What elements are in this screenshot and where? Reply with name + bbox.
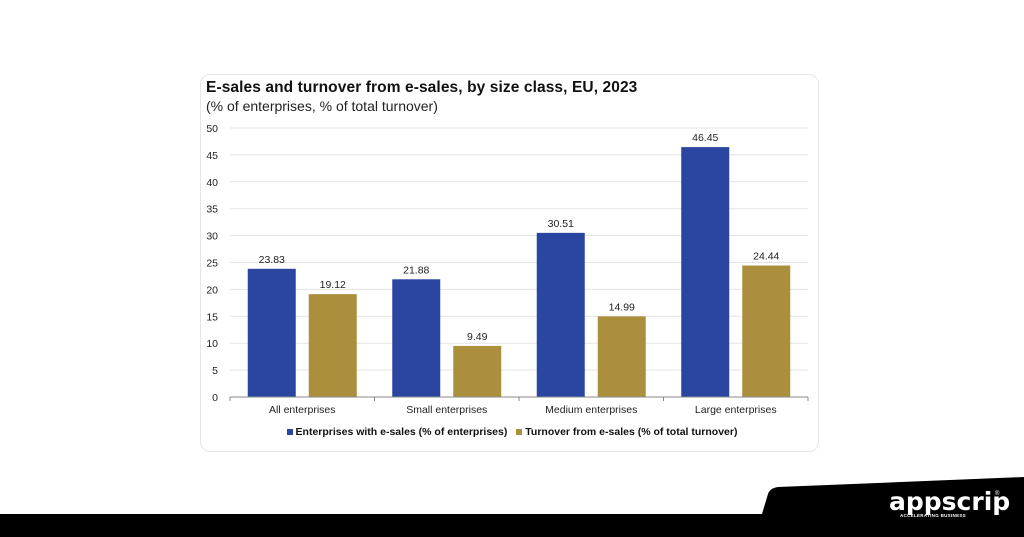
bar-e-sales — [681, 147, 730, 397]
y-tick-label: 40 — [206, 177, 218, 189]
y-tick-label: 30 — [206, 231, 218, 243]
data-label: 19.12 — [320, 279, 346, 291]
data-label: 30.51 — [548, 218, 574, 230]
bar-turnover — [453, 345, 502, 397]
chart-subtitle: (% of enterprises, % of total turnover) — [206, 98, 438, 114]
bars — [247, 147, 791, 397]
legend-label: Enterprises with e-sales (% of enterpris… — [295, 426, 508, 438]
y-tick-label: 45 — [206, 150, 218, 162]
data-label: 23.83 — [259, 254, 285, 266]
data-labels: 23.83 19.12 21.88 9.49 30.51 14.99 46.45 24.44 — [259, 132, 780, 343]
chart-title: E-sales and turnover from e-sales, by si… — [206, 79, 638, 96]
data-label: 46.45 — [692, 132, 718, 144]
bar-e-sales — [536, 232, 585, 397]
y-tick-label: 35 — [206, 204, 218, 216]
legend-label: Turnover from e-sales (% of total turnov… — [525, 426, 738, 438]
x-tick-label: Large enterprises — [695, 404, 777, 416]
legend-swatch-blue — [286, 429, 293, 435]
y-tick-label: 15 — [206, 311, 218, 323]
footer-tab — [762, 477, 1024, 514]
y-tick-label: 5 — [212, 365, 218, 377]
data-label: 9.49 — [467, 331, 488, 343]
x-tick-label: Small enterprises — [406, 404, 487, 416]
y-tick-label: 50 — [206, 123, 218, 135]
x-axis-ticks: All enterprises Small enterprises Medium e… — [269, 404, 777, 416]
bar-turnover — [742, 265, 791, 397]
y-axis-ticks: 0 5 10 15 20 25 30 35 40 45 50 — [206, 123, 218, 404]
appscrip-tagline: ACCELERATING BUSINESS — [900, 513, 966, 518]
y-tick-label: 0 — [212, 392, 218, 404]
x-tick-label: All enterprises — [269, 404, 336, 416]
bar-turnover — [597, 316, 646, 397]
data-label: 14.99 — [609, 301, 635, 313]
x-tick-label: Medium enterprises — [545, 404, 637, 416]
y-tick-label: 10 — [206, 338, 218, 350]
data-label: 21.88 — [403, 264, 429, 276]
legend-item-e-sales: Enterprises with e-sales (% of enterpris… — [286, 426, 508, 438]
bar-e-sales — [392, 279, 441, 397]
footer-band — [0, 514, 1024, 537]
legend-swatch-gold — [516, 429, 523, 435]
y-tick-label: 25 — [206, 258, 218, 270]
y-tick-label: 20 — [206, 284, 218, 296]
data-label: 24.44 — [753, 251, 779, 263]
bar-turnover — [308, 294, 357, 397]
appscrip-logo: appscrip — [889, 487, 1011, 516]
chart-legend: Enterprises with e-sales (% of enterpris… — [0, 426, 1024, 438]
bar-e-sales — [247, 268, 296, 397]
legend-item-turnover: Turnover from e-sales (% of total turnov… — [516, 426, 737, 438]
x-axis — [229, 396, 809, 401]
registered-mark: ® — [995, 491, 1000, 497]
